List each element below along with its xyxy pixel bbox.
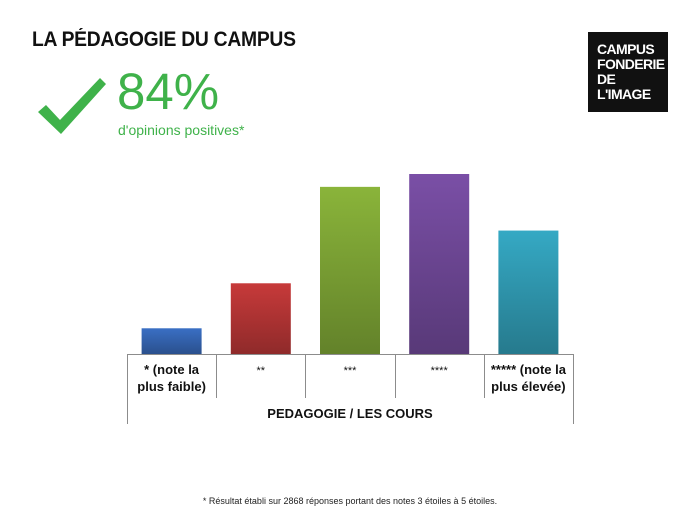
positive-caption: d'opinions positives* [118,122,245,138]
category-label-3: *** [344,365,358,377]
bar-5 [498,230,559,354]
category-label-1: * (note la [144,362,200,377]
logo-line: L'IMAGE [597,86,651,102]
checkmark-icon [38,78,106,134]
footnote: * Résultat établi sur 2868 réponses port… [202,496,498,506]
category-label-5: ***** (note la [491,362,567,377]
campus-logo: CAMPUS FONDERIE DE L'IMAGE [588,32,668,112]
bar-1 [141,328,202,354]
category-label-4: **** [431,365,449,377]
logo-text: CAMPUS FONDERIE DE L'IMAGE [597,42,665,102]
logo-line: CAMPUS [597,41,655,57]
category-label-2: ** [257,365,266,377]
bar-3 [320,186,380,354]
category-label-1: plus faible) [137,379,206,394]
positive-percentage: 84% [117,63,220,120]
bar-2 [230,283,291,354]
category-label-5: plus élevée) [491,379,565,394]
chart-bars [141,174,559,354]
x-axis-label: PEDAGOGIE / LES COURS [267,406,433,421]
logo-line: FONDERIE [597,56,665,72]
page-title: LA PÉDAGOGIE DU CAMPUS [32,28,296,51]
bar-4 [409,174,470,354]
logo-line: DE [597,71,616,87]
